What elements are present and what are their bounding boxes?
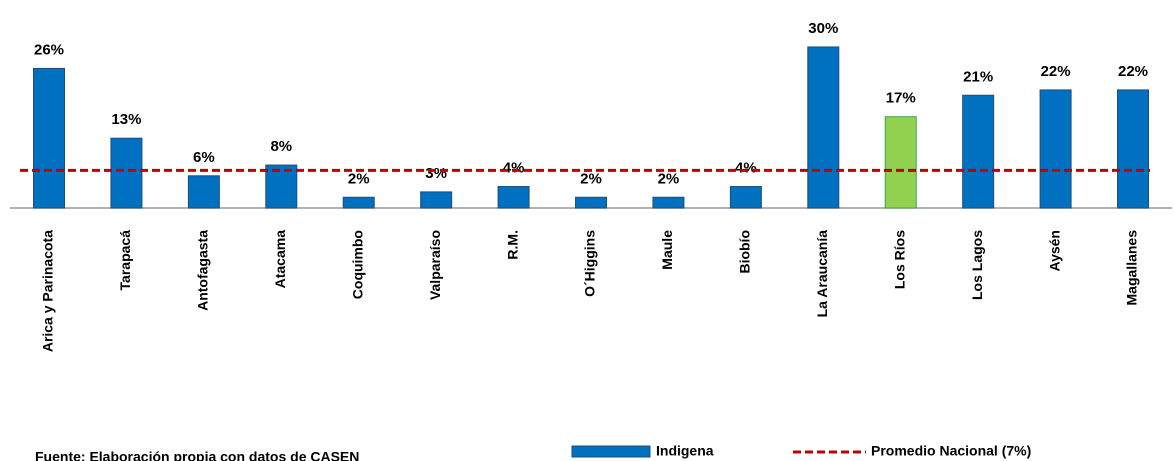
bar <box>807 46 840 209</box>
bar <box>342 196 375 209</box>
data-label: 2% <box>658 170 680 187</box>
x-tick-label: La Araucanía <box>814 230 830 318</box>
data-label: 2% <box>348 170 370 187</box>
bar <box>1039 89 1072 209</box>
legend-swatch <box>571 445 651 458</box>
x-tick-label: Magallanes <box>1124 230 1140 306</box>
bar <box>265 164 298 209</box>
bar <box>110 137 143 209</box>
bar <box>884 116 917 209</box>
bar <box>962 94 995 209</box>
data-label: 6% <box>193 149 215 166</box>
data-label: 21% <box>963 68 993 85</box>
legend-label: Promedio Nacional (7%) <box>871 443 1031 459</box>
x-tick-label: Valparaíso <box>427 230 443 300</box>
bar <box>33 67 65 209</box>
data-label: 30% <box>808 20 838 37</box>
x-tick-label: Atacama <box>272 230 288 289</box>
bar <box>497 186 530 209</box>
data-label: 4% <box>503 160 525 177</box>
data-label: 22% <box>1041 63 1071 80</box>
x-tick-label: R.M. <box>504 230 520 260</box>
bar <box>1117 89 1150 209</box>
x-tick-label: Arica y Parinacota <box>40 230 56 352</box>
x-tick-label: Antofagasta <box>195 230 211 311</box>
data-label: 8% <box>270 138 292 155</box>
bar <box>187 175 220 209</box>
bar <box>652 196 685 209</box>
data-label: 2% <box>580 170 602 187</box>
x-tick-label: Los Lagos <box>969 230 985 300</box>
x-tick-label: Los Ríos <box>891 230 907 289</box>
data-label: 17% <box>886 90 916 107</box>
data-label: 26% <box>34 41 64 58</box>
x-tick-label: Biobío <box>737 230 753 274</box>
data-label: 3% <box>425 165 447 182</box>
bar <box>575 196 608 209</box>
bar <box>420 191 453 209</box>
x-tick-label: Maule <box>659 230 675 270</box>
data-label: 13% <box>111 111 141 128</box>
x-tick-label: O´Higgins <box>582 230 598 297</box>
source-note: Fuente: Elaboración propia con datos de … <box>35 449 359 461</box>
data-label: 4% <box>735 160 757 177</box>
bar <box>729 186 762 209</box>
x-tick-label: Tarapacá <box>117 230 133 291</box>
x-tick-label: Coquimbo <box>349 230 365 299</box>
data-label: 22% <box>1118 63 1148 80</box>
x-tick-label: Aysén <box>1046 230 1062 272</box>
legend-label: Indigena <box>656 443 714 459</box>
